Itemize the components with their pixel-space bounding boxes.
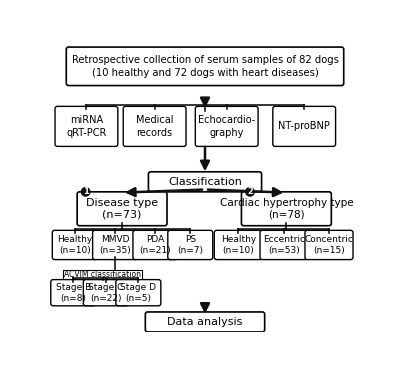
- Text: Cardiac hypertrophy type
(n=78): Cardiac hypertrophy type (n=78): [220, 198, 353, 220]
- Circle shape: [246, 188, 254, 196]
- FancyBboxPatch shape: [195, 106, 258, 146]
- FancyBboxPatch shape: [51, 280, 96, 306]
- Text: 2: 2: [247, 187, 253, 196]
- FancyBboxPatch shape: [55, 106, 118, 146]
- FancyBboxPatch shape: [63, 270, 142, 280]
- Text: PDA
(n=21): PDA (n=21): [140, 235, 171, 255]
- FancyBboxPatch shape: [66, 47, 344, 85]
- Text: PS
(n=7): PS (n=7): [177, 235, 203, 255]
- FancyBboxPatch shape: [273, 106, 336, 146]
- Text: Stage B
(n=8): Stage B (n=8): [56, 283, 91, 303]
- FancyBboxPatch shape: [145, 312, 265, 332]
- Text: Classification: Classification: [168, 177, 242, 187]
- Text: Disease type
(n=73): Disease type (n=73): [86, 198, 158, 220]
- FancyBboxPatch shape: [133, 231, 178, 260]
- Text: Healthy
(n=10): Healthy (n=10): [221, 235, 256, 255]
- FancyBboxPatch shape: [214, 231, 262, 260]
- Text: miRNA
qRT-PCR: miRNA qRT-PCR: [66, 115, 107, 138]
- Circle shape: [81, 188, 90, 196]
- Text: Medical
records: Medical records: [136, 115, 173, 138]
- FancyBboxPatch shape: [93, 231, 138, 260]
- FancyBboxPatch shape: [116, 280, 161, 306]
- Text: Eccentric
(n=53): Eccentric (n=53): [263, 235, 305, 255]
- FancyBboxPatch shape: [168, 231, 213, 260]
- Text: Stage C
(n=22): Stage C (n=22): [88, 283, 124, 303]
- FancyBboxPatch shape: [305, 231, 353, 260]
- FancyBboxPatch shape: [242, 192, 331, 226]
- FancyBboxPatch shape: [77, 192, 167, 226]
- FancyBboxPatch shape: [260, 231, 308, 260]
- Text: 1: 1: [83, 187, 88, 196]
- Text: Concentric
(n=15): Concentric (n=15): [304, 235, 354, 255]
- Text: Healthy
(n=10): Healthy (n=10): [57, 235, 92, 255]
- Text: Stage D
(n=5): Stage D (n=5): [120, 283, 156, 303]
- Text: Data analysis: Data analysis: [167, 317, 243, 327]
- FancyBboxPatch shape: [148, 172, 262, 192]
- Text: ACVIM classification: ACVIM classification: [64, 270, 141, 279]
- FancyBboxPatch shape: [123, 106, 186, 146]
- Text: NT-proBNP: NT-proBNP: [278, 121, 330, 131]
- FancyBboxPatch shape: [52, 231, 97, 260]
- Text: Retrospective collection of serum samples of 82 dogs
(10 healthy and 72 dogs wit: Retrospective collection of serum sample…: [72, 55, 338, 78]
- FancyBboxPatch shape: [83, 280, 128, 306]
- Text: Echocardiо-
graphy: Echocardiо- graphy: [198, 115, 255, 138]
- Text: MMVD
(n=35): MMVD (n=35): [99, 235, 131, 255]
